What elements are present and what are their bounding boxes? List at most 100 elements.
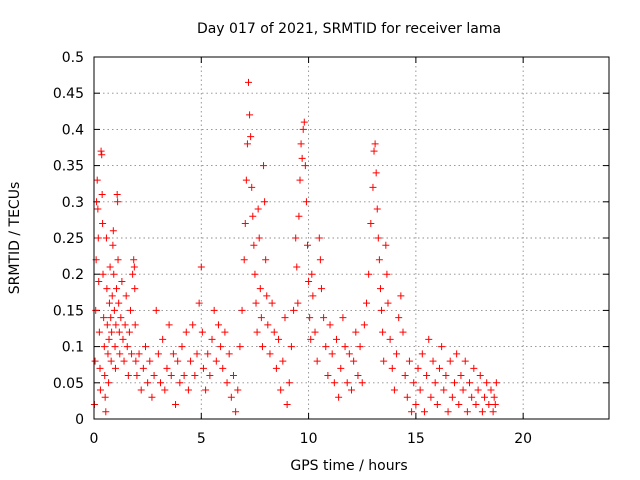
data-point bbox=[98, 151, 106, 159]
data-point bbox=[435, 364, 443, 372]
data-point bbox=[193, 350, 201, 358]
data-point bbox=[146, 357, 154, 365]
data-point bbox=[242, 176, 250, 184]
data-point bbox=[120, 357, 128, 365]
data-point bbox=[128, 350, 136, 358]
x-tick-label: 15 bbox=[407, 431, 425, 447]
data-point bbox=[254, 205, 262, 213]
data-point bbox=[438, 343, 446, 351]
data-point bbox=[326, 321, 334, 329]
data-point bbox=[281, 314, 289, 322]
data-point bbox=[241, 220, 249, 228]
data-point bbox=[111, 343, 119, 351]
data-point bbox=[199, 364, 207, 372]
data-point bbox=[101, 393, 109, 401]
data-point bbox=[142, 343, 149, 351]
data-point bbox=[144, 379, 152, 387]
data-point bbox=[114, 256, 122, 264]
y-tick-labels: 0 0.05 0.1 0.15 0.2 0.25 0.3 0.35 0.4 0.45 0.5 bbox=[53, 50, 84, 428]
data-point bbox=[302, 198, 310, 206]
data-point bbox=[444, 408, 452, 416]
data-point bbox=[420, 408, 428, 416]
data-point bbox=[352, 328, 360, 336]
grid bbox=[94, 57, 609, 419]
data-point bbox=[223, 379, 231, 387]
data-point bbox=[283, 401, 291, 409]
data-point bbox=[367, 220, 375, 228]
data-point bbox=[476, 372, 484, 380]
data-point bbox=[108, 328, 116, 336]
data-point bbox=[275, 335, 283, 343]
data-point bbox=[451, 379, 458, 387]
data-point bbox=[103, 321, 111, 329]
y-tick-label: 0.45 bbox=[53, 86, 84, 102]
data-point bbox=[148, 393, 156, 401]
data-point bbox=[117, 314, 125, 322]
data-point bbox=[154, 350, 162, 358]
data-point bbox=[299, 125, 307, 133]
y-tick-label: 0.5 bbox=[62, 50, 84, 66]
data-point bbox=[256, 285, 264, 293]
data-point bbox=[100, 314, 108, 322]
data-point bbox=[250, 241, 258, 249]
y-tick-label: 0.4 bbox=[62, 122, 84, 138]
data-point bbox=[306, 314, 314, 322]
data-point bbox=[459, 386, 467, 394]
data-point bbox=[270, 328, 278, 336]
data-point bbox=[294, 299, 302, 307]
data-point bbox=[472, 401, 480, 409]
data-point bbox=[337, 364, 345, 372]
data-point bbox=[132, 357, 140, 365]
data-point bbox=[97, 147, 105, 155]
data-point bbox=[300, 118, 308, 126]
data-point bbox=[202, 386, 210, 394]
data-point bbox=[234, 386, 242, 394]
data-point bbox=[370, 147, 378, 155]
data-point bbox=[243, 140, 251, 148]
data-point bbox=[425, 335, 433, 343]
data-point bbox=[296, 176, 304, 184]
data-point bbox=[180, 372, 188, 380]
data-point bbox=[448, 393, 456, 401]
data-point bbox=[113, 285, 121, 293]
data-point bbox=[229, 372, 237, 380]
data-point bbox=[335, 393, 343, 401]
data-point bbox=[227, 393, 235, 401]
data-point bbox=[311, 328, 319, 336]
data-point bbox=[122, 292, 130, 300]
y-tick-label: 0.3 bbox=[62, 195, 84, 211]
data-point bbox=[412, 401, 420, 409]
data-point bbox=[191, 372, 199, 380]
data-point bbox=[382, 241, 390, 249]
data-point bbox=[427, 393, 435, 401]
data-point bbox=[133, 372, 141, 380]
data-point bbox=[94, 205, 102, 213]
data-point bbox=[96, 386, 104, 394]
data-point bbox=[238, 306, 246, 314]
data-point bbox=[317, 285, 325, 293]
data-point bbox=[264, 321, 272, 329]
data-point bbox=[99, 220, 107, 228]
data-point bbox=[446, 357, 454, 365]
data-point bbox=[163, 364, 171, 372]
data-point bbox=[102, 234, 110, 242]
data-point bbox=[165, 321, 173, 329]
data-point bbox=[111, 364, 119, 372]
data-point bbox=[354, 372, 362, 380]
data-point bbox=[457, 372, 465, 380]
data-point bbox=[408, 408, 416, 416]
data-point bbox=[109, 227, 117, 235]
data-point bbox=[356, 343, 364, 351]
data-point bbox=[184, 386, 192, 394]
y-tick-label: 0.15 bbox=[53, 303, 84, 319]
data-point bbox=[208, 335, 216, 343]
data-point bbox=[121, 321, 129, 329]
data-point bbox=[225, 350, 233, 358]
data-point bbox=[384, 299, 392, 307]
data-point bbox=[298, 154, 306, 162]
x-tick-label: 5 bbox=[197, 431, 206, 447]
data-point bbox=[119, 335, 127, 343]
data-point bbox=[442, 372, 450, 380]
data-point bbox=[478, 408, 486, 416]
y-tick-label: 0.2 bbox=[62, 267, 84, 283]
